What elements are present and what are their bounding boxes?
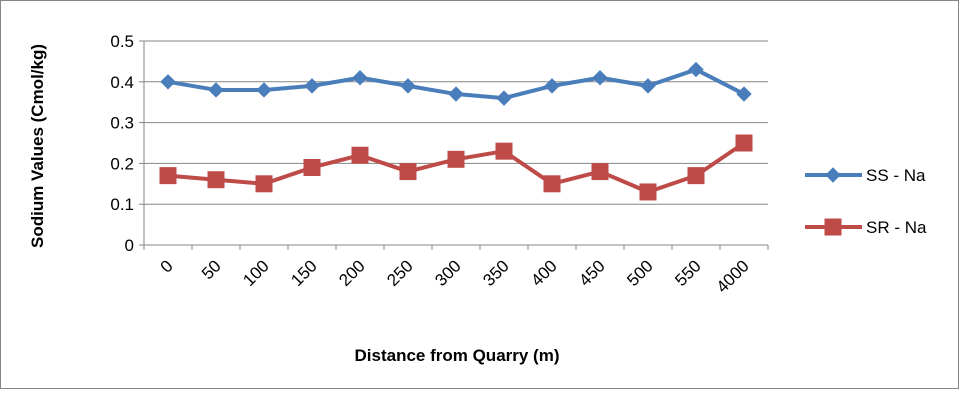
x-axis-title: Distance from Quarry (m) — [355, 346, 560, 365]
data-point-diamond — [208, 82, 224, 98]
legend-label: SS - Na — [866, 166, 926, 185]
data-point-diamond — [640, 78, 656, 94]
data-point-square — [351, 146, 369, 164]
data-point-square — [824, 218, 842, 236]
data-point-diamond — [352, 70, 368, 86]
data-point-diamond — [160, 74, 176, 90]
y-tick-label: 0.4 — [110, 73, 134, 92]
data-point-diamond — [448, 86, 464, 102]
data-point-square — [591, 163, 609, 181]
y-tick-label: 0.2 — [110, 154, 134, 173]
y-tick-label: 0.3 — [110, 114, 134, 133]
data-point-square — [639, 183, 657, 201]
data-point-square — [687, 167, 705, 185]
data-point-diamond — [592, 70, 608, 86]
data-point-square — [543, 175, 561, 193]
data-point-diamond — [400, 78, 416, 94]
data-point-diamond — [256, 82, 272, 98]
data-point-square — [159, 167, 177, 185]
y-tick-label: 0.5 — [110, 32, 134, 51]
y-axis-title: Sodium Values (Cmol/kg) — [28, 44, 47, 248]
legend: SS - Na SR - Na — [805, 166, 927, 237]
data-point-square — [255, 175, 273, 193]
data-point-diamond — [304, 78, 320, 94]
series-layer — [159, 61, 753, 201]
y-tick-label: 0 — [125, 236, 134, 255]
legend-label: SR - Na — [866, 218, 927, 237]
data-point-square — [447, 150, 465, 168]
data-point-square — [207, 171, 225, 189]
axes — [139, 40, 769, 250]
data-point-square — [735, 134, 753, 152]
data-point-square — [303, 158, 321, 176]
data-point-diamond — [496, 90, 512, 106]
y-tick-label: 0.1 — [110, 195, 134, 214]
data-point-diamond — [736, 86, 752, 102]
data-point-square — [495, 142, 513, 160]
data-point-diamond — [544, 78, 560, 94]
data-point-diamond — [825, 167, 841, 183]
data-point-square — [399, 163, 417, 181]
data-point-diamond — [688, 61, 704, 78]
